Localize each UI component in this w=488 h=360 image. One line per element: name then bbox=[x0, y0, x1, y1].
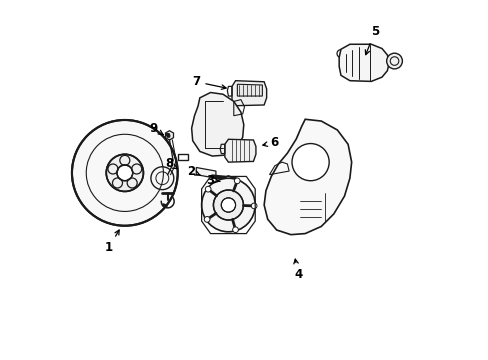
Circle shape bbox=[117, 165, 132, 181]
Circle shape bbox=[386, 53, 402, 69]
Polygon shape bbox=[237, 84, 262, 96]
Circle shape bbox=[106, 154, 143, 192]
Polygon shape bbox=[339, 44, 388, 81]
Text: 4: 4 bbox=[293, 259, 302, 281]
Circle shape bbox=[251, 203, 257, 209]
Circle shape bbox=[232, 227, 238, 233]
Text: 1: 1 bbox=[104, 230, 119, 255]
Circle shape bbox=[221, 198, 235, 212]
Circle shape bbox=[225, 176, 230, 181]
Circle shape bbox=[234, 178, 240, 184]
Circle shape bbox=[205, 186, 211, 192]
Circle shape bbox=[72, 120, 177, 226]
Text: 9: 9 bbox=[149, 122, 163, 135]
Polygon shape bbox=[231, 81, 266, 106]
Polygon shape bbox=[196, 167, 216, 178]
Polygon shape bbox=[224, 139, 255, 162]
Polygon shape bbox=[264, 119, 351, 235]
Circle shape bbox=[204, 216, 209, 222]
Circle shape bbox=[213, 190, 243, 220]
Text: 7: 7 bbox=[192, 75, 225, 89]
Text: 6: 6 bbox=[263, 136, 279, 149]
Polygon shape bbox=[165, 131, 173, 140]
Text: 8: 8 bbox=[165, 157, 177, 170]
Text: 2: 2 bbox=[186, 165, 200, 177]
Circle shape bbox=[291, 144, 328, 181]
Text: 5: 5 bbox=[365, 25, 378, 55]
Bar bbox=[177, 154, 188, 159]
Text: 3: 3 bbox=[206, 174, 220, 186]
Polygon shape bbox=[191, 93, 244, 156]
Circle shape bbox=[201, 178, 255, 232]
